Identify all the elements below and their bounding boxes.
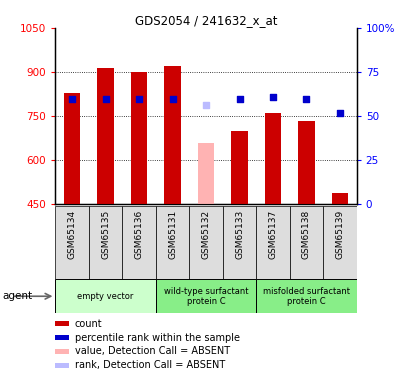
Bar bbox=[55, 363, 69, 368]
Bar bbox=[55, 349, 69, 354]
Bar bbox=[264, 113, 281, 204]
Bar bbox=[97, 68, 114, 204]
Text: GSM65136: GSM65136 bbox=[134, 210, 143, 259]
Bar bbox=[55, 206, 89, 279]
Text: percentile rank within the sample: percentile rank within the sample bbox=[75, 333, 239, 342]
Bar bbox=[155, 279, 256, 313]
Bar bbox=[130, 72, 147, 204]
Text: GSM65133: GSM65133 bbox=[234, 210, 243, 259]
Bar bbox=[55, 321, 69, 327]
Point bbox=[169, 96, 175, 102]
Bar bbox=[197, 143, 214, 204]
Text: rank, Detection Call = ABSENT: rank, Detection Call = ABSENT bbox=[75, 360, 225, 370]
Text: agent: agent bbox=[2, 291, 32, 301]
Bar bbox=[55, 279, 155, 313]
Point bbox=[236, 96, 242, 102]
Text: GSM65137: GSM65137 bbox=[268, 210, 277, 259]
Text: GSM65132: GSM65132 bbox=[201, 210, 210, 259]
Bar bbox=[55, 334, 69, 340]
Bar bbox=[189, 206, 222, 279]
Point bbox=[336, 110, 342, 116]
Text: GSM65138: GSM65138 bbox=[301, 210, 310, 259]
Point bbox=[269, 94, 276, 100]
Bar bbox=[122, 206, 155, 279]
Point bbox=[302, 96, 309, 102]
Bar bbox=[164, 66, 180, 204]
Bar bbox=[63, 93, 80, 204]
Text: GSM65139: GSM65139 bbox=[335, 210, 344, 259]
Title: GDS2054 / 241632_x_at: GDS2054 / 241632_x_at bbox=[135, 14, 276, 27]
Point bbox=[135, 96, 142, 102]
Text: empty vector: empty vector bbox=[77, 292, 133, 301]
Point bbox=[69, 96, 75, 102]
Bar bbox=[222, 206, 256, 279]
Bar bbox=[289, 206, 322, 279]
Bar bbox=[89, 206, 122, 279]
Text: GSM65135: GSM65135 bbox=[101, 210, 110, 259]
Text: value, Detection Call = ABSENT: value, Detection Call = ABSENT bbox=[75, 346, 229, 357]
Text: misfolded surfactant
protein C: misfolded surfactant protein C bbox=[262, 286, 349, 306]
Text: GSM65134: GSM65134 bbox=[67, 210, 76, 259]
Text: count: count bbox=[75, 319, 102, 328]
Text: GSM65131: GSM65131 bbox=[168, 210, 177, 259]
Bar bbox=[297, 121, 314, 204]
Point bbox=[102, 96, 109, 102]
Bar bbox=[331, 193, 348, 204]
Point bbox=[202, 102, 209, 108]
Bar bbox=[322, 206, 356, 279]
Bar bbox=[256, 206, 289, 279]
Bar bbox=[155, 206, 189, 279]
Bar bbox=[231, 131, 247, 204]
Text: wild-type surfactant
protein C: wild-type surfactant protein C bbox=[163, 286, 248, 306]
Bar bbox=[256, 279, 356, 313]
